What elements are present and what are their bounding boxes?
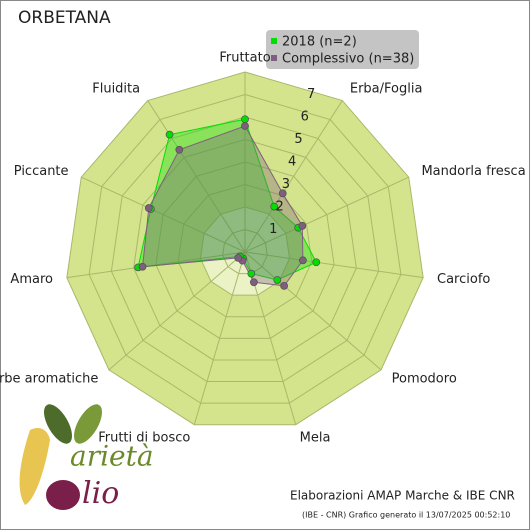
chart-title: ORBETANA xyxy=(18,8,111,28)
data-point xyxy=(299,256,307,265)
axis-label: Amaro xyxy=(10,272,53,287)
legend-swatch xyxy=(271,38,277,44)
spoke xyxy=(244,251,382,371)
tick-label: 5 xyxy=(294,132,302,147)
data-point xyxy=(249,278,258,287)
tick-label: 6 xyxy=(301,110,309,125)
spoke xyxy=(244,251,424,279)
axis-label: Pomodoro xyxy=(392,372,457,387)
tick-label: 7 xyxy=(307,87,315,102)
footer-generated: (IBE - CNR) Grafico generato il 13/07/20… xyxy=(302,511,510,520)
spoke xyxy=(81,176,246,253)
data-point xyxy=(270,202,279,211)
axis-label: Frutti di bosco xyxy=(98,431,190,446)
series-area xyxy=(137,118,317,281)
axis-label: Piccante xyxy=(14,164,69,179)
data-point xyxy=(234,253,243,262)
tick-label: 3 xyxy=(282,177,290,192)
data-point xyxy=(273,276,282,284)
logo-o xyxy=(46,480,80,510)
logo-leaf xyxy=(44,404,72,444)
data-point xyxy=(280,281,289,290)
grid-ring xyxy=(177,183,313,318)
legend-label: 2018 (n=2) xyxy=(282,35,357,50)
data-point xyxy=(247,269,256,278)
axis-label: Fruttato xyxy=(219,51,270,66)
spoke xyxy=(108,251,246,371)
footer-credit: Elaborazioni AMAP Marche & IBE CNR xyxy=(290,489,515,503)
data-point xyxy=(175,145,184,154)
grid-ring xyxy=(155,161,335,339)
spoke xyxy=(193,251,246,425)
axis-label: Mandorla fresca xyxy=(421,164,525,179)
axis-label: Erbe aromatiche xyxy=(0,372,98,387)
legend xyxy=(266,30,419,69)
tick-label: 1 xyxy=(269,222,277,237)
data-point xyxy=(165,130,174,139)
data-point xyxy=(138,262,147,271)
spoke xyxy=(66,251,246,279)
tick-label: 4 xyxy=(288,155,296,170)
grid-ring xyxy=(110,116,380,383)
logo-leaf xyxy=(74,404,102,444)
logo-word: lio xyxy=(82,476,119,511)
logo: arietà lio xyxy=(19,404,154,511)
legend-label: Complessivo (n=38) xyxy=(282,52,414,67)
spoke xyxy=(244,100,343,253)
axis-label: Carciofo xyxy=(437,272,490,287)
data-point xyxy=(298,221,307,230)
data-point xyxy=(144,204,153,212)
logo-word: arietà xyxy=(70,440,154,473)
spoke xyxy=(244,176,409,253)
logo-shape xyxy=(19,428,50,505)
data-point xyxy=(312,258,321,267)
axis-label: Mela xyxy=(300,431,331,446)
data-point xyxy=(278,189,287,198)
data-point xyxy=(241,115,249,124)
grid xyxy=(66,71,424,426)
tick-label: 2 xyxy=(275,200,283,215)
grid-ring xyxy=(133,138,357,361)
legend-swatch xyxy=(271,55,277,61)
axis-label: Fluidita xyxy=(92,81,140,96)
grid-ring xyxy=(88,93,402,404)
axis-label: Erba/Foglia xyxy=(350,81,423,96)
spoke xyxy=(147,100,246,253)
data-point xyxy=(241,122,249,130)
